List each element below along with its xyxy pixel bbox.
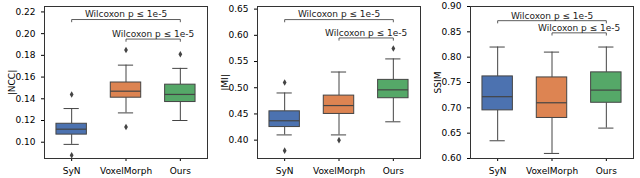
svg-text:VoxelMorph: VoxelMorph	[313, 166, 365, 176]
svg-text:0.70: 0.70	[441, 103, 461, 113]
svg-text:0.85: 0.85	[441, 27, 461, 37]
svg-text:|NCC|: |NCC|	[7, 70, 17, 95]
svg-text:0.18: 0.18	[15, 50, 35, 60]
svg-text:Ours: Ours	[170, 166, 191, 176]
svg-text:Wilcoxon p ≤ 1e-5: Wilcoxon p ≤ 1e-5	[85, 9, 167, 19]
svg-text:0.45: 0.45	[228, 109, 248, 119]
svg-text:0.90: 0.90	[441, 1, 461, 11]
svg-text:0.65: 0.65	[441, 128, 461, 138]
svg-text:Wilcoxon p ≤ 1e-5: Wilcoxon p ≤ 1e-5	[538, 23, 620, 33]
svg-text:0.20: 0.20	[15, 29, 35, 39]
svg-text:Ours: Ours	[596, 166, 617, 176]
svg-text:SSIM: SSIM	[433, 72, 443, 94]
svg-text:0.50: 0.50	[228, 83, 248, 93]
svg-text:Ours: Ours	[383, 166, 404, 176]
svg-text:Wilcoxon p ≤ 1e-5: Wilcoxon p ≤ 1e-5	[511, 11, 593, 21]
svg-text:0.75: 0.75	[441, 77, 461, 87]
svg-text:0.40: 0.40	[228, 135, 248, 145]
svg-text:0.55: 0.55	[228, 56, 248, 66]
svg-text:0.14: 0.14	[15, 94, 35, 104]
svg-text:0.60: 0.60	[228, 30, 248, 40]
svg-text:Wilcoxon p ≤ 1e-5: Wilcoxon p ≤ 1e-5	[325, 28, 407, 38]
svg-text:0.80: 0.80	[441, 52, 461, 62]
svg-text:SyN: SyN	[276, 166, 294, 176]
svg-text:VoxelMorph: VoxelMorph	[526, 166, 578, 176]
svg-text:0.12: 0.12	[15, 115, 35, 125]
svg-text:|MI|: |MI|	[220, 74, 230, 90]
svg-text:0.60: 0.60	[441, 153, 461, 163]
svg-text:0.65: 0.65	[228, 4, 248, 14]
svg-text:0.10: 0.10	[15, 137, 35, 147]
svg-text:Wilcoxon p ≤ 1e-5: Wilcoxon p ≤ 1e-5	[298, 9, 380, 19]
svg-text:SyN: SyN	[489, 166, 507, 176]
svg-text:VoxelMorph: VoxelMorph	[100, 166, 152, 176]
svg-text:Wilcoxon p ≤ 1e-5: Wilcoxon p ≤ 1e-5	[112, 29, 194, 39]
svg-text:0.22: 0.22	[15, 7, 35, 17]
svg-text:0.16: 0.16	[15, 72, 35, 82]
svg-text:SyN: SyN	[63, 166, 81, 176]
